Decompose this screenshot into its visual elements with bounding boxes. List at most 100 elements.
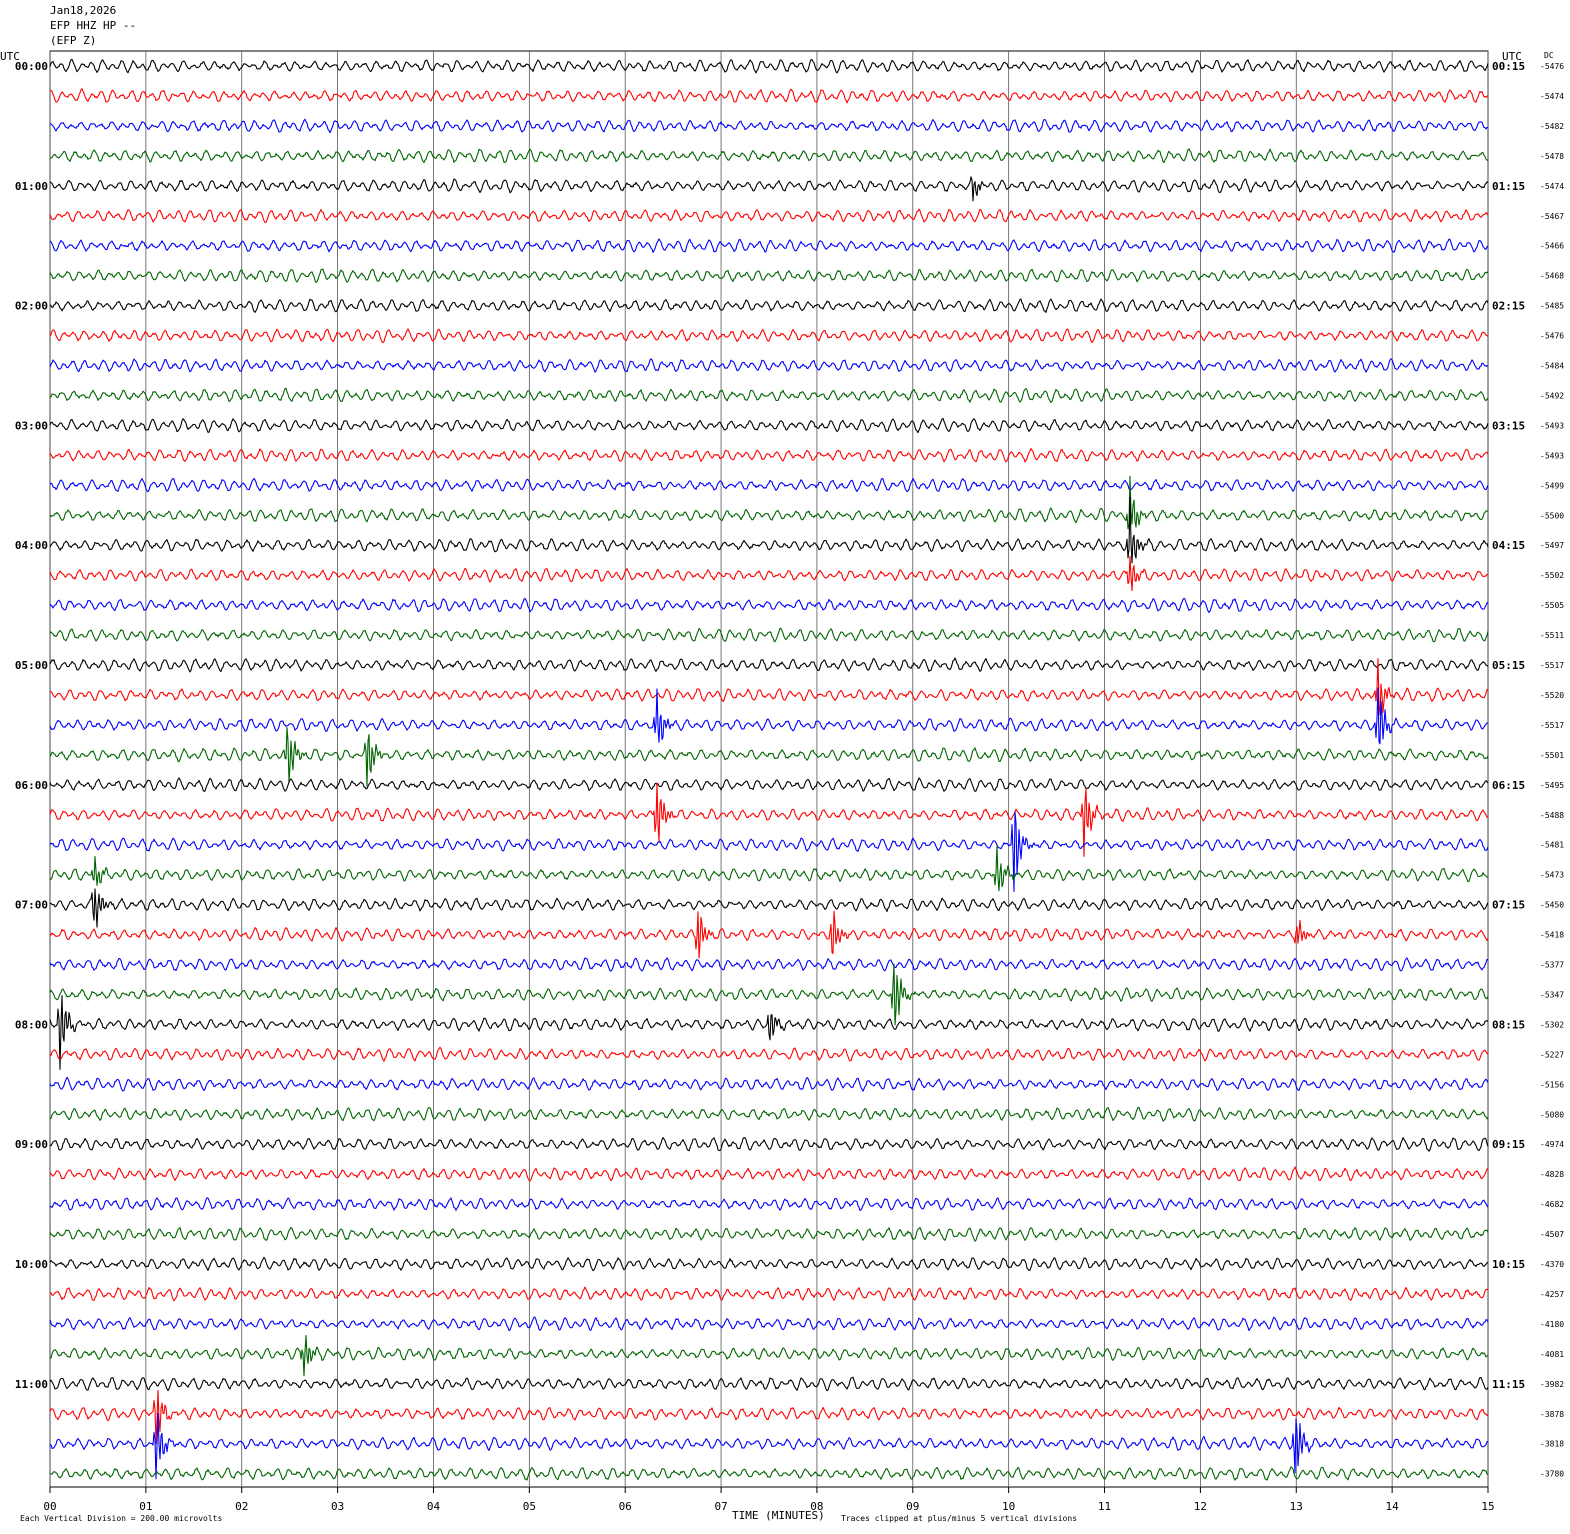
seismic-trace (49, 1137, 1489, 1152)
dc-offset-label: -4507 (1540, 1230, 1564, 1239)
left-time-label: 04:00 (15, 539, 48, 552)
seismic-trace (49, 597, 1489, 613)
dc-offset-label: -3818 (1540, 1440, 1564, 1449)
dc-offset-label: -5501 (1540, 751, 1564, 760)
scale-note: Each Vertical Division = 200.00 microvol… (20, 1514, 222, 1523)
x-tick-label: 11 (1098, 1500, 1111, 1513)
x-tick-label: 04 (427, 1500, 441, 1513)
left-time-label: 07:00 (15, 899, 48, 912)
right-utc-label: UTC (1502, 50, 1522, 63)
x-tick-label: 03 (331, 1500, 344, 1513)
left-time-label: 06:00 (15, 779, 48, 792)
dc-offset-label: -3878 (1540, 1410, 1564, 1419)
seismic-trace (50, 88, 1489, 104)
seismic-trace (49, 782, 1489, 857)
right-time-label: 02:15 (1492, 300, 1525, 313)
right-time-label: 10:15 (1492, 1258, 1525, 1271)
dc-offset-label: -5466 (1540, 242, 1564, 251)
seismic-trace (49, 1413, 1489, 1480)
dc-offset-label: -5493 (1540, 451, 1564, 460)
right-time-label: 08:15 (1492, 1018, 1525, 1031)
dc-offset-label: -4180 (1540, 1320, 1564, 1329)
dc-offset-label: -5484 (1540, 362, 1564, 371)
seismic-trace (49, 298, 1489, 313)
seismic-trace (49, 58, 1489, 74)
seismic-trace (49, 1335, 1489, 1377)
right-time-label: 06:15 (1492, 779, 1525, 792)
dc-offset-label: -5476 (1540, 62, 1564, 71)
plot-frame (49, 50, 1489, 1488)
dc-offset-label: -5227 (1540, 1050, 1564, 1059)
dc-offset-label: -5476 (1540, 332, 1564, 341)
dc-offset-label: -5156 (1540, 1080, 1564, 1089)
x-tick-label: 08 (810, 1500, 823, 1513)
seismic-trace (49, 957, 1489, 972)
x-tick-label: 00 (43, 1500, 56, 1513)
dc-offset-label: -5482 (1540, 122, 1564, 131)
left-time-label: 11:00 (15, 1378, 48, 1391)
dc-offset-label: -5468 (1540, 272, 1564, 281)
x-tick-label: 06 (619, 1500, 632, 1513)
seismic-trace (49, 387, 1489, 403)
dc-offset-label: -5517 (1540, 661, 1564, 670)
dc-offset-label: -5511 (1540, 631, 1564, 640)
seismic-trace (49, 208, 1489, 223)
seismic-trace (49, 1076, 1489, 1092)
plot-date: Jan18,2026 (50, 4, 117, 17)
channel-label: EFP HHZ HP -- (50, 19, 137, 32)
left-time-label: 00:00 (15, 60, 48, 73)
seismic-trace (49, 811, 1489, 892)
dc-offset-label: -3982 (1540, 1380, 1564, 1389)
dc-offset-label: -5347 (1540, 990, 1564, 999)
x-tick-label: 02 (235, 1500, 248, 1513)
dc-offset-label: -5492 (1540, 391, 1564, 400)
left-time-label: 02:00 (15, 300, 48, 313)
seismic-trace (49, 417, 1489, 434)
x-tick-label: 14 (1386, 1500, 1400, 1513)
dc-offset-label: -5485 (1540, 302, 1564, 311)
dc-offset-label: -5481 (1540, 841, 1564, 850)
seismic-trace (49, 845, 1489, 892)
x-tick-label: 13 (1290, 1500, 1303, 1513)
seismic-trace (49, 888, 1489, 928)
seismic-trace (49, 328, 1489, 344)
seismic-trace (49, 995, 1489, 1070)
dc-offset-label: -4974 (1540, 1140, 1564, 1149)
dc-offset-label: -4370 (1540, 1260, 1564, 1269)
seismic-trace (49, 1316, 1489, 1332)
grid-lines (49, 50, 1489, 1493)
clip-note: Traces clipped at plus/minus 5 vertical … (841, 1514, 1077, 1523)
right-time-label: 05:15 (1492, 659, 1525, 672)
seismic-trace (49, 658, 1489, 716)
seismic-trace (49, 496, 1489, 564)
dc-offset-label: -5502 (1540, 571, 1564, 580)
x-tick-label: 12 (1194, 1500, 1207, 1513)
dc-offset-label: -5467 (1540, 212, 1564, 221)
dc-offset-label: -5500 (1540, 511, 1564, 520)
dc-label: DC (1544, 51, 1554, 60)
seismic-trace (49, 1046, 1489, 1062)
left-utc-label: UTC (0, 50, 20, 63)
right-time-label: 07:15 (1492, 899, 1525, 912)
dc-offset-label: -5473 (1540, 871, 1564, 880)
seismic-trace (49, 1376, 1489, 1392)
seismic-trace (49, 448, 1489, 463)
seismic-trace (49, 475, 1489, 530)
seismic-trace (49, 910, 1489, 959)
seismic-trace (49, 1106, 1489, 1122)
dc-offset-label: -5520 (1540, 691, 1564, 700)
x-tick-label: 07 (714, 1500, 727, 1513)
seismic-trace (49, 477, 1489, 493)
dc-offset-label: -4828 (1540, 1170, 1564, 1179)
seismic-trace (49, 268, 1489, 284)
right-time-label: 03:15 (1492, 419, 1525, 432)
dc-offset-label: -5080 (1540, 1110, 1564, 1119)
right-time-label: 09:15 (1492, 1138, 1525, 1151)
seismic-trace (49, 148, 1489, 164)
seismic-trace (49, 963, 1489, 1026)
label-group: 00 01 02 03 04 05 06 07 08 09 10 11 12 13 14 15 -5476 -54… (15, 60, 1564, 1513)
seismic-trace (49, 657, 1489, 673)
dc-offset-label: -5517 (1540, 721, 1564, 730)
x-tick-label: 15 (1481, 1500, 1494, 1513)
